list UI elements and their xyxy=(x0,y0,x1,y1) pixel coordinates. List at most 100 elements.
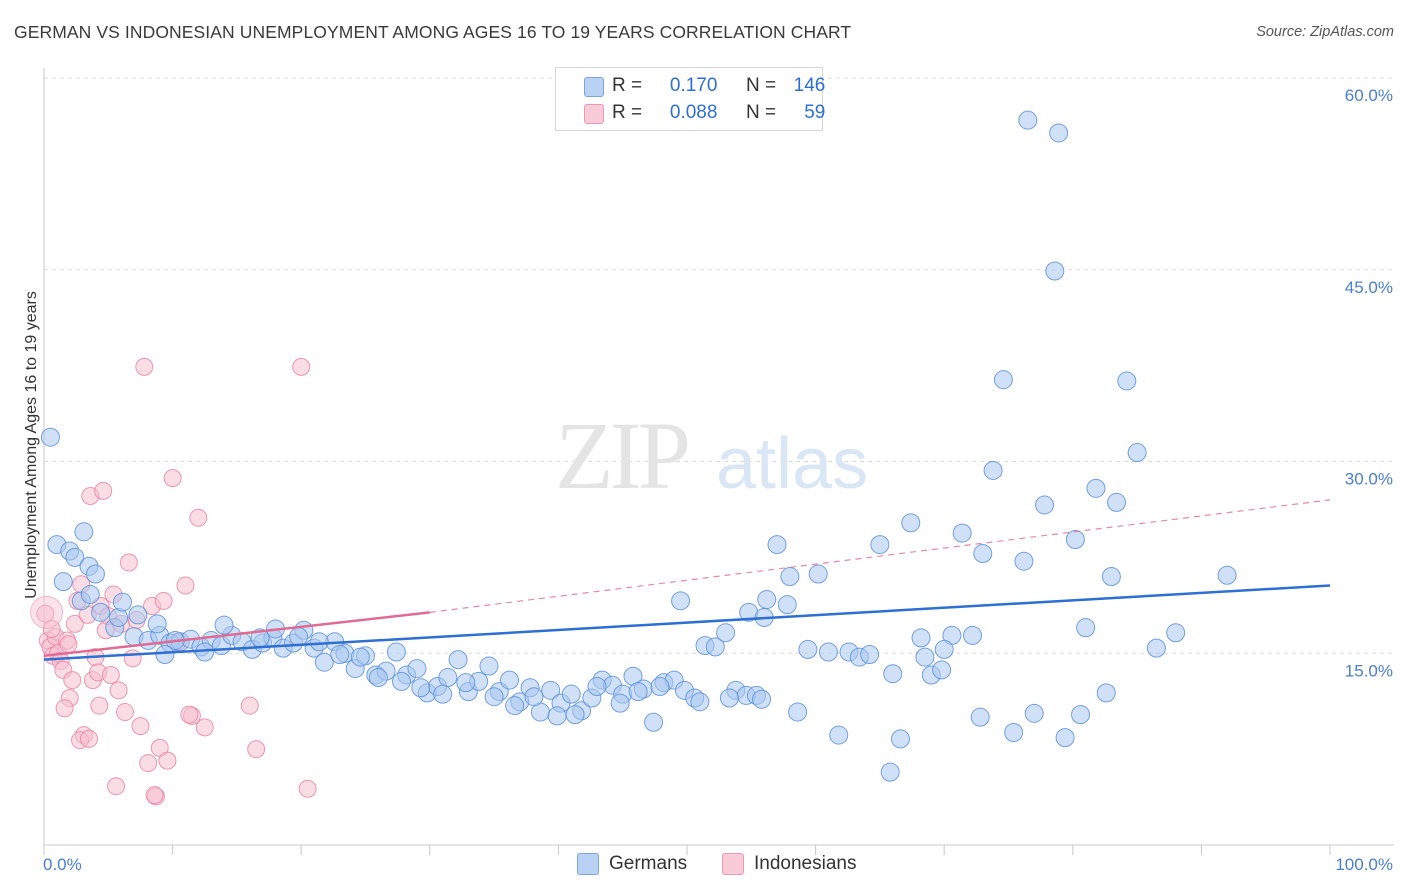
germans-point xyxy=(767,535,787,555)
germans-point xyxy=(500,670,520,690)
germans-point xyxy=(932,660,952,680)
indonesians-point xyxy=(94,481,113,500)
germans-point xyxy=(541,680,561,700)
germans-point xyxy=(368,668,388,688)
indonesians-point xyxy=(119,553,138,572)
germans-point xyxy=(448,650,468,670)
indonesians-point xyxy=(247,740,266,759)
germans-point xyxy=(973,544,993,564)
watermark-atlas: atlas xyxy=(716,424,868,504)
germans-point xyxy=(915,647,935,667)
trend-lines xyxy=(43,499,1331,661)
x-tick-label-max: 100.0% xyxy=(1335,855,1393,874)
germans-point xyxy=(705,637,725,657)
germans-point xyxy=(433,684,453,704)
germans-trend-line xyxy=(43,584,1331,661)
watermark: ZIP atlas xyxy=(555,402,868,509)
indonesians-point xyxy=(154,591,173,610)
indonesians-point xyxy=(139,754,158,773)
germans-point xyxy=(1014,551,1034,571)
germans-point xyxy=(53,572,73,592)
legend-row-indonesians: R = 0.088 N = 59 xyxy=(612,102,825,124)
germans-point xyxy=(1096,683,1116,703)
germans-point xyxy=(289,627,309,647)
germans-point xyxy=(1101,567,1121,587)
germans-point xyxy=(1127,443,1147,463)
indonesians-point xyxy=(80,729,99,748)
germans-point xyxy=(1065,529,1085,549)
germans-point xyxy=(934,639,954,659)
axes xyxy=(43,68,1394,855)
germans-point xyxy=(962,625,982,645)
indonesians-point xyxy=(292,357,311,376)
germans-point xyxy=(484,687,504,707)
germans-point xyxy=(1146,638,1166,658)
indonesians-trend-line xyxy=(43,611,430,658)
germans-point xyxy=(1018,110,1038,130)
germans-point xyxy=(128,605,148,625)
germans-point xyxy=(752,689,772,709)
germans-point xyxy=(40,427,60,447)
germans-point xyxy=(565,705,585,725)
indonesians-point xyxy=(107,777,126,796)
germans-point xyxy=(818,642,838,662)
germans-point xyxy=(690,692,710,712)
germans-point xyxy=(890,729,910,749)
germans-point xyxy=(438,668,458,688)
germans-point xyxy=(719,688,739,708)
germans-point xyxy=(479,656,499,676)
germans-point xyxy=(880,762,900,782)
indonesians-point xyxy=(123,649,142,668)
germans-point xyxy=(671,591,691,611)
germans-point xyxy=(644,712,664,732)
germans-point xyxy=(91,602,111,622)
germans-point xyxy=(993,370,1013,390)
indonesians-trend-dashed xyxy=(429,499,1331,613)
germans-point xyxy=(1086,478,1106,498)
indonesians-points xyxy=(30,357,317,806)
n-label: N = xyxy=(745,102,777,123)
indonesians-point xyxy=(158,751,177,770)
germans-swatch xyxy=(584,77,604,97)
germans-point xyxy=(74,522,94,542)
x-tick-label-min: 0.0% xyxy=(43,855,82,874)
germans-point xyxy=(911,628,931,648)
germans-point xyxy=(456,673,476,693)
germans-point xyxy=(1035,495,1055,515)
germans-point xyxy=(757,590,777,610)
bottom-legend-indonesians: Indonesians xyxy=(722,851,856,877)
correlation-legend: R = 0.170 N = 146 R = 0.088 N = 59 xyxy=(555,67,826,131)
bottom-legend-germans: Germans xyxy=(577,851,687,877)
germans-point xyxy=(547,706,567,726)
r-value: 0.170 xyxy=(669,75,718,96)
germans-point xyxy=(80,584,100,604)
indonesians-point xyxy=(116,703,135,722)
germans-point xyxy=(65,547,85,567)
indonesians-point xyxy=(131,717,150,736)
germans-point xyxy=(883,664,903,684)
indonesians-point xyxy=(65,614,84,633)
germans-point xyxy=(1071,705,1091,725)
germans-point xyxy=(1055,728,1075,748)
indonesians-point xyxy=(180,705,199,724)
germans-point xyxy=(561,684,581,704)
indonesians-point xyxy=(59,635,78,654)
germans-point xyxy=(1217,565,1237,585)
germans-point xyxy=(411,678,431,698)
n-value: 59 xyxy=(804,102,826,123)
indonesians-point xyxy=(63,671,82,690)
n-value: 146 xyxy=(793,75,826,96)
germans-point xyxy=(860,645,880,665)
germans-point xyxy=(309,632,329,652)
germans-point xyxy=(628,682,648,702)
r-label: R = xyxy=(612,102,643,123)
germans-point xyxy=(1004,723,1024,743)
y-tick-label: 15.0% xyxy=(1345,661,1393,680)
indonesians-point xyxy=(189,508,208,527)
germans-point xyxy=(650,676,670,696)
germans-point xyxy=(788,702,808,722)
indonesians-point xyxy=(195,718,214,737)
germans-point xyxy=(155,645,175,665)
germans-point xyxy=(798,639,818,659)
gridlines xyxy=(44,77,1394,654)
